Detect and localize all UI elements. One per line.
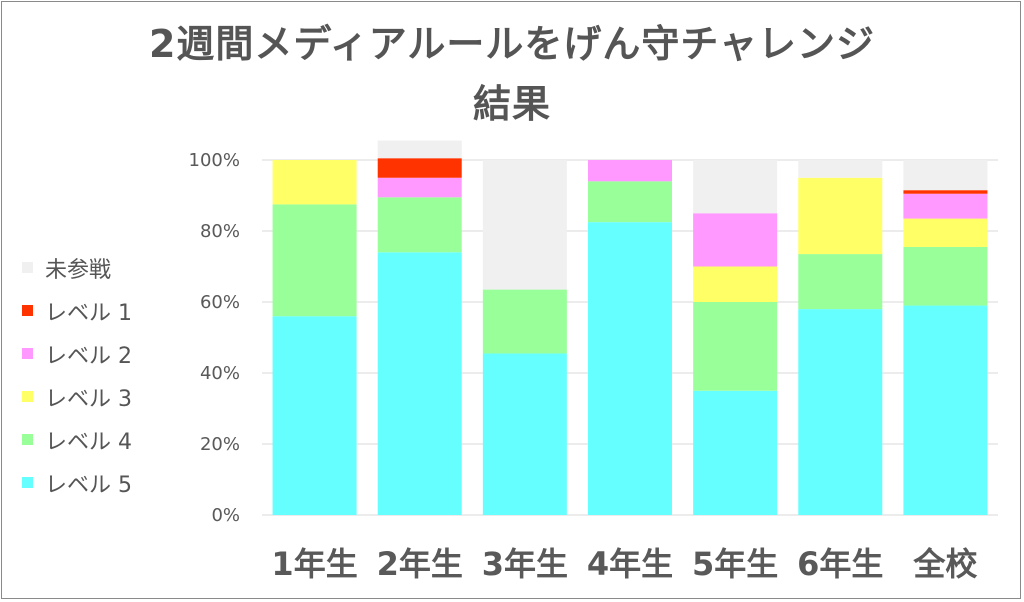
y-tick-label: 40% [200,363,240,384]
bar-segment [272,204,357,317]
bar-segment [798,160,883,178]
chart-title-line2: 結果 [472,82,551,126]
bar-segment [693,213,778,267]
bar-segment [377,140,462,159]
bar-segment [798,309,883,515]
legend-item: 未参戦 [22,246,172,289]
bar-segment [903,218,988,247]
x-tick-label: 3年生 [482,545,568,583]
x-tick-label: 2年生 [377,545,463,583]
legend: 未参戦レベル 1 レベル 2 レベル 3 レベル 4 レベル 5 [22,246,172,504]
bar-segment [588,222,672,515]
bar-segment [377,158,462,178]
bar-segment [903,246,988,306]
legend-label: レベル 1 [45,300,132,326]
x-tick-label: 1年生 [271,545,357,583]
legend-item: レベル 2 [22,332,172,375]
x-tick-label: 6年生 [797,545,883,583]
bar-segment [272,316,357,515]
bar-segment [482,289,567,354]
bar-segment [377,197,462,253]
x-tick-label: 5年生 [692,545,778,583]
bar-segment [693,390,778,515]
bar-segment [798,254,883,310]
legend-label: レベル 3 [45,386,132,412]
legend-item: レベル 3 [22,375,172,418]
y-tick-label: 100% [189,150,240,171]
bar-segment [693,266,778,302]
legend-label: レベル 5 [45,472,132,498]
legend-swatch [22,305,33,316]
bar-segment [377,252,462,516]
bar-segment [482,353,567,515]
bar-segment [903,160,988,191]
legend-label: 未参戦 [45,257,112,283]
legend-swatch [22,434,33,445]
legend-label: レベル 4 [45,429,132,455]
chart-title: 2週間メディアルールをげん守チャレンジ [148,22,876,66]
legend-label: レベル 2 [45,343,132,369]
legend-item: レベル 5 [22,461,172,504]
bar-segment [482,160,567,290]
bar-segment [588,160,672,182]
legend-item: レベル 1 [22,289,172,332]
bar-segment [903,190,988,194]
bar-segment [798,177,883,255]
x-tick-label: 全校 [912,545,977,583]
y-tick-label: 60% [200,292,240,313]
legend-swatch [22,477,33,488]
x-tick-label: 4年生 [587,545,673,583]
bar-segment [693,302,778,391]
bar-segment [588,181,672,223]
bar-segment [903,305,988,515]
y-tick-label: 0% [211,505,240,526]
legend-swatch [22,348,33,359]
y-tick-label: 80% [200,221,240,242]
legend-swatch [22,262,33,273]
legend-swatch [22,391,33,402]
bar-segment [903,193,988,219]
y-tick-label: 20% [200,434,240,455]
bar-segment [272,160,357,205]
bar-segment [377,177,462,198]
legend-item: レベル 4 [22,418,172,461]
bar-segment [693,160,778,214]
